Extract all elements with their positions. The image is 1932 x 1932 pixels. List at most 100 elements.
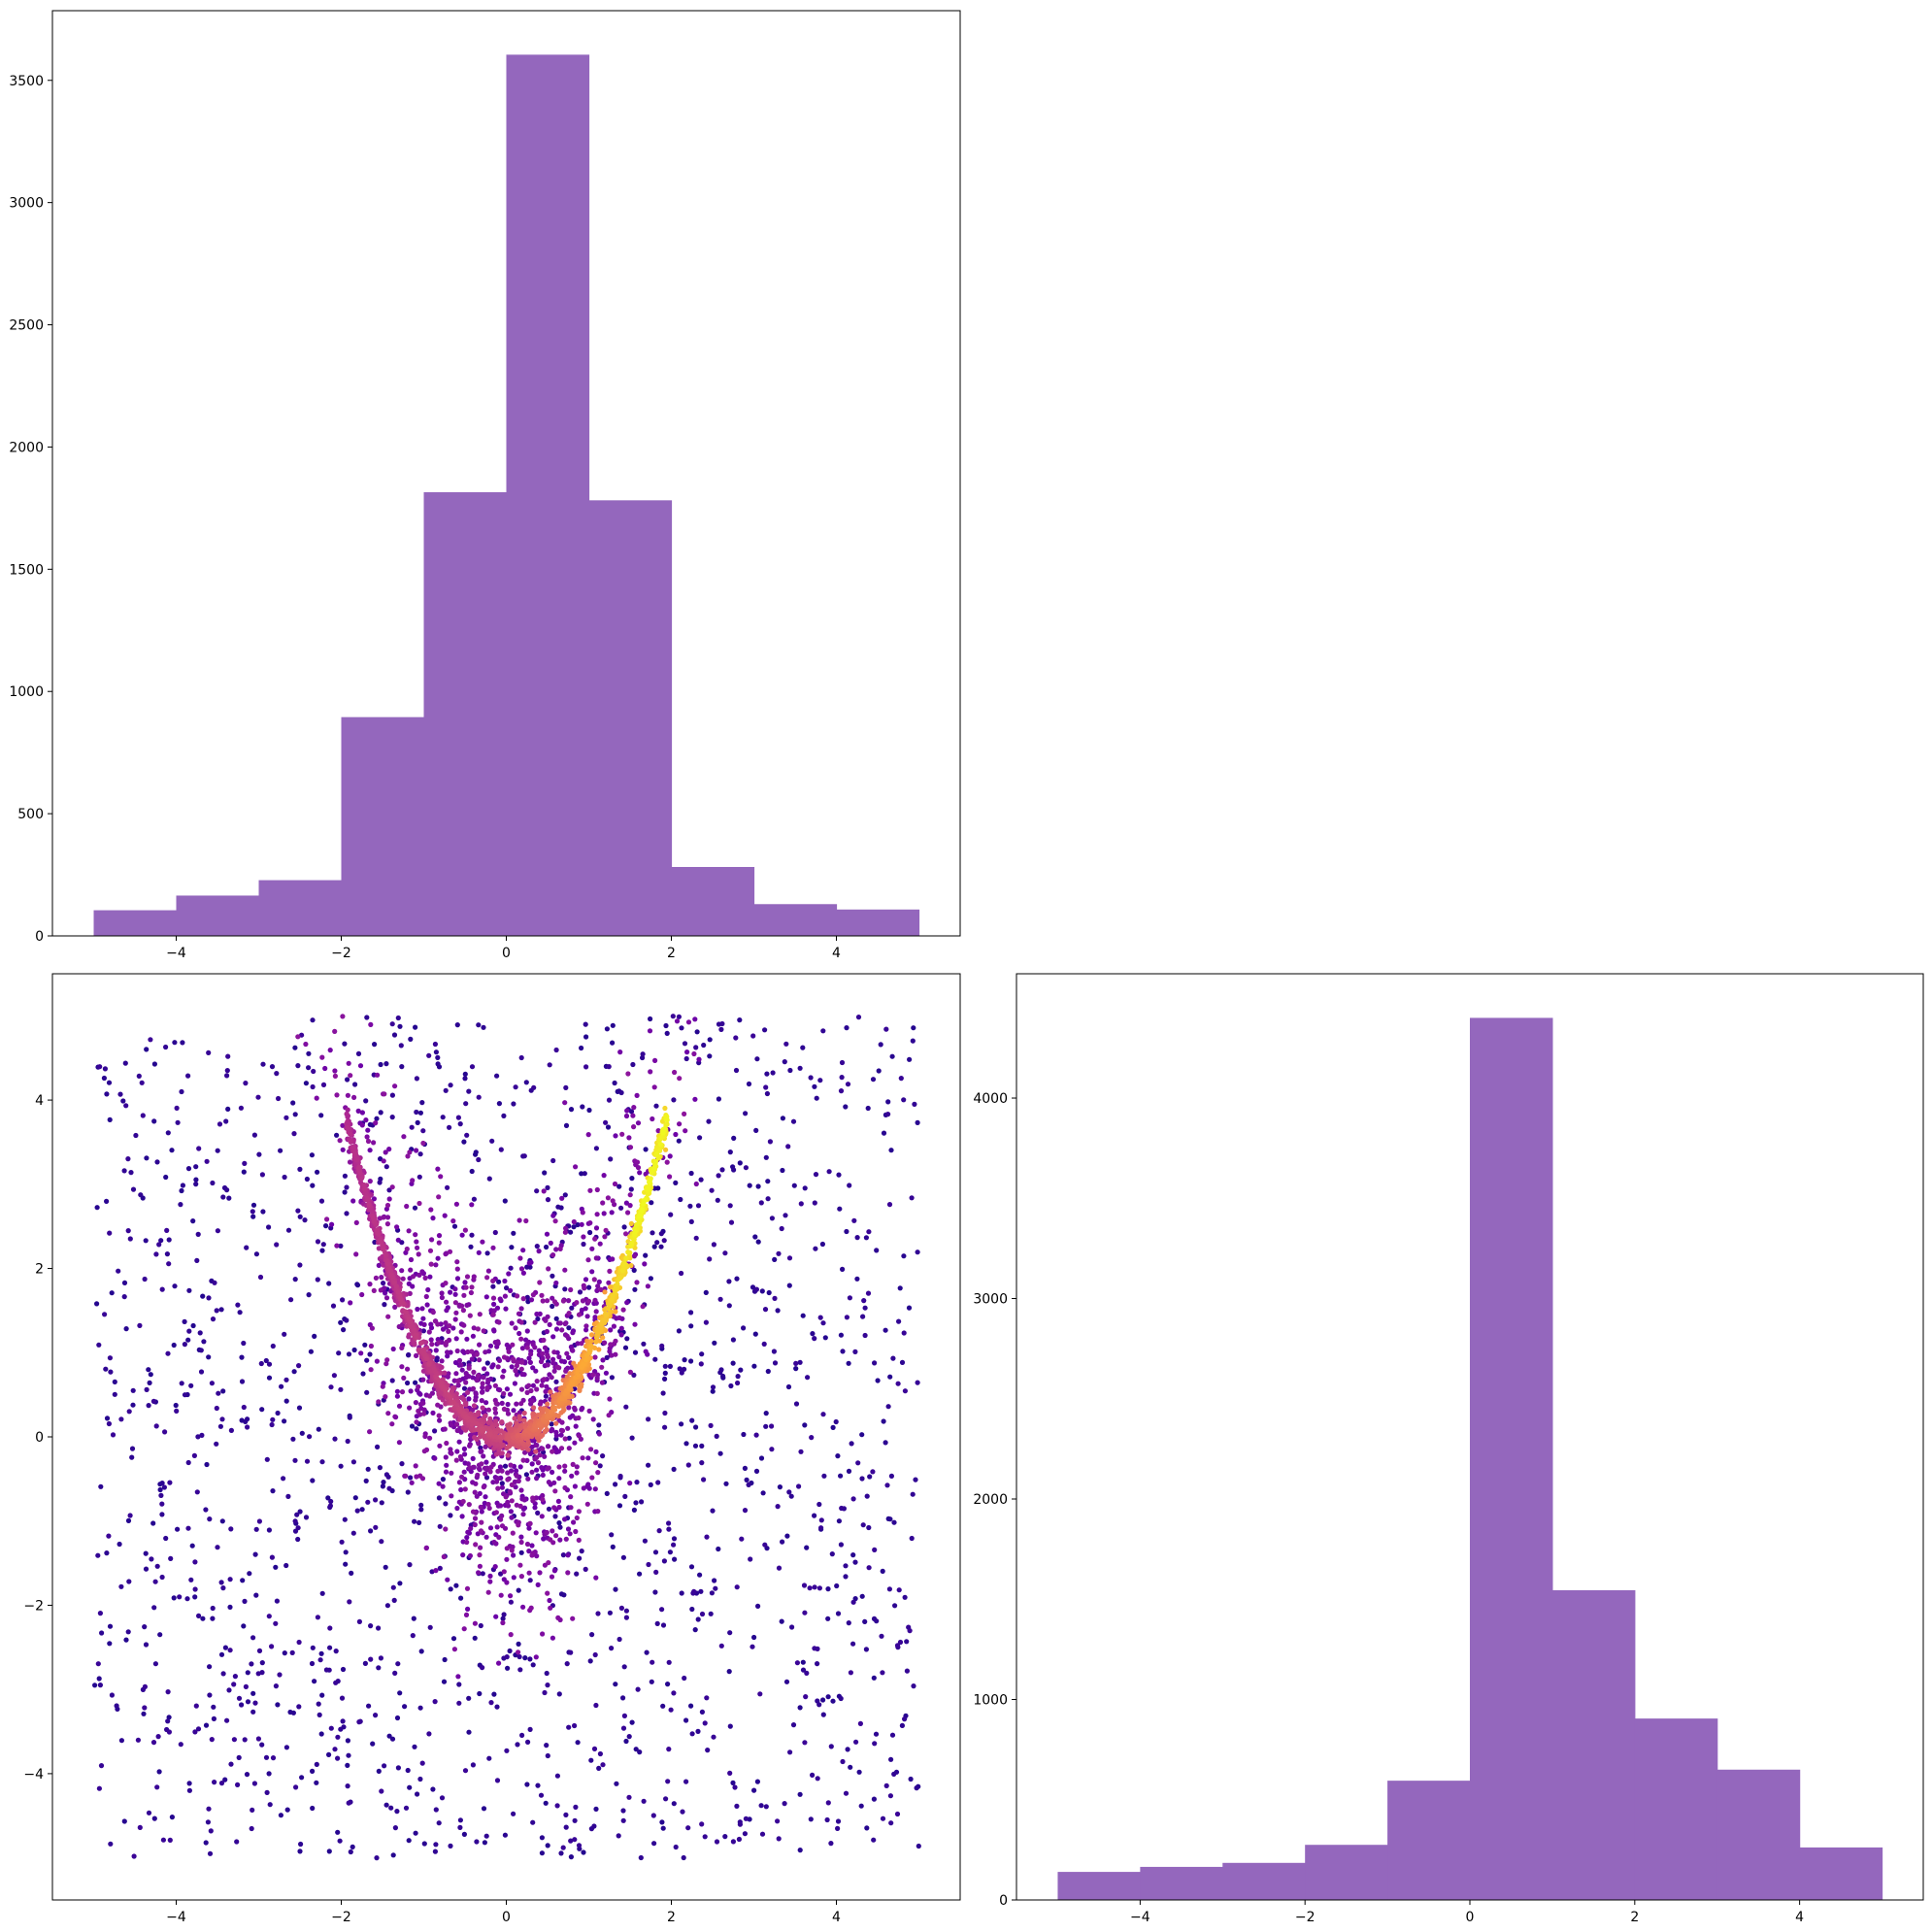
scatter-point xyxy=(576,1537,582,1543)
scatter-point xyxy=(818,1525,824,1531)
scatter-point xyxy=(492,1382,498,1388)
scatter-point xyxy=(205,1819,211,1825)
scatter-point xyxy=(242,1598,248,1604)
scatter-point xyxy=(218,1580,224,1585)
scatter-point xyxy=(384,1202,391,1209)
scatter-point xyxy=(266,1375,273,1381)
scatter-point xyxy=(319,1590,325,1596)
scatter-point xyxy=(350,1459,356,1465)
scatter-point xyxy=(683,1779,689,1784)
scatter-point xyxy=(365,1466,371,1472)
scatter-point xyxy=(593,1702,599,1709)
axes-frame xyxy=(51,10,961,937)
scatter-point xyxy=(429,1342,435,1348)
scatter-point xyxy=(642,1538,649,1544)
scatter-point xyxy=(562,1468,568,1474)
scatter-point xyxy=(463,1380,469,1385)
scatter-point xyxy=(334,1243,340,1249)
y-tick-label: 500 xyxy=(17,807,44,822)
scatter-point xyxy=(253,1526,259,1532)
scatter-point xyxy=(252,1551,258,1557)
scatter-point xyxy=(172,1283,178,1289)
scatter-point xyxy=(496,1357,503,1363)
scatter-point xyxy=(812,1513,817,1518)
scatter-point xyxy=(552,1218,558,1224)
scatter-point xyxy=(539,1850,546,1856)
scatter-point xyxy=(364,1389,370,1395)
scatter-point xyxy=(131,1853,137,1859)
scatter-point xyxy=(269,1644,275,1649)
scatter-point xyxy=(504,1546,510,1551)
scatter-point xyxy=(491,1301,497,1307)
scatter-point xyxy=(220,1671,226,1677)
scatter-point xyxy=(585,1298,592,1304)
scatter-point xyxy=(719,1020,725,1027)
scatter-point xyxy=(546,1480,552,1485)
scatter-point xyxy=(493,1614,499,1619)
scatter-point xyxy=(357,1063,364,1069)
scatter-point xyxy=(618,1205,624,1211)
scatter-point xyxy=(461,1139,467,1145)
scatter-point xyxy=(521,1497,527,1503)
scatter-point xyxy=(346,1800,351,1806)
scatter-point xyxy=(185,1073,191,1079)
scatter-point xyxy=(635,1120,642,1126)
scatter-point xyxy=(502,1198,508,1204)
scatter-point xyxy=(316,1712,322,1717)
scatter-point xyxy=(218,1651,225,1657)
scatter-point xyxy=(240,1578,246,1583)
histogram-bar xyxy=(1305,1845,1388,1900)
scatter-point xyxy=(838,1473,844,1479)
scatter-point xyxy=(601,1211,607,1216)
scatter-point xyxy=(850,1599,856,1605)
scatter-point xyxy=(627,1192,633,1198)
scatter-point xyxy=(915,1119,920,1125)
scatter-point xyxy=(316,1701,321,1707)
scatter-point xyxy=(179,1187,184,1194)
scatter-point xyxy=(534,1188,540,1194)
scatter-point xyxy=(788,1493,794,1499)
scatter-point xyxy=(545,1752,550,1759)
scatter-point xyxy=(424,1302,430,1308)
scatter-point xyxy=(780,1116,786,1121)
scatter-point xyxy=(399,1461,405,1467)
scatter-point xyxy=(499,1481,505,1486)
scatter-point xyxy=(694,1029,700,1035)
scatter-point xyxy=(741,1431,747,1438)
scatter-point xyxy=(236,1695,243,1701)
scatter-point xyxy=(752,1331,758,1337)
scatter-point xyxy=(545,1197,551,1203)
scatter-point xyxy=(915,1249,920,1255)
scatter-point xyxy=(332,1747,338,1752)
scatter-point xyxy=(228,1427,234,1433)
scatter-point xyxy=(464,1132,470,1138)
scatter-point xyxy=(421,1411,427,1416)
scatter-point xyxy=(825,1586,831,1592)
scatter-point xyxy=(699,1351,705,1357)
scatter-point xyxy=(428,1337,434,1343)
scatter-point xyxy=(472,1635,478,1641)
scatter-point xyxy=(568,1494,574,1500)
scatter-point xyxy=(462,1071,468,1077)
scatter-point xyxy=(592,1651,598,1658)
scatter-point xyxy=(621,1260,627,1266)
scatter-point xyxy=(462,1768,469,1774)
scatter-point xyxy=(531,1405,537,1411)
scatter-point xyxy=(651,1165,657,1171)
scatter-point xyxy=(655,1480,661,1485)
scatter-point xyxy=(449,1422,454,1428)
scatter-point xyxy=(371,1140,377,1146)
scatter-point xyxy=(491,1539,497,1546)
scatter-point xyxy=(377,1465,383,1471)
scatter-point xyxy=(419,1100,425,1106)
scatter-point xyxy=(537,1280,543,1285)
scatter-point xyxy=(256,1151,262,1157)
scatter-point xyxy=(283,1115,289,1120)
scatter-point xyxy=(161,1484,167,1490)
scatter-point xyxy=(804,1670,810,1676)
scatter-point xyxy=(592,1315,598,1320)
scatter-point xyxy=(355,1050,362,1056)
scatter-point xyxy=(335,1829,341,1835)
scatter-point xyxy=(558,1205,564,1211)
scatter-point xyxy=(351,1094,357,1100)
